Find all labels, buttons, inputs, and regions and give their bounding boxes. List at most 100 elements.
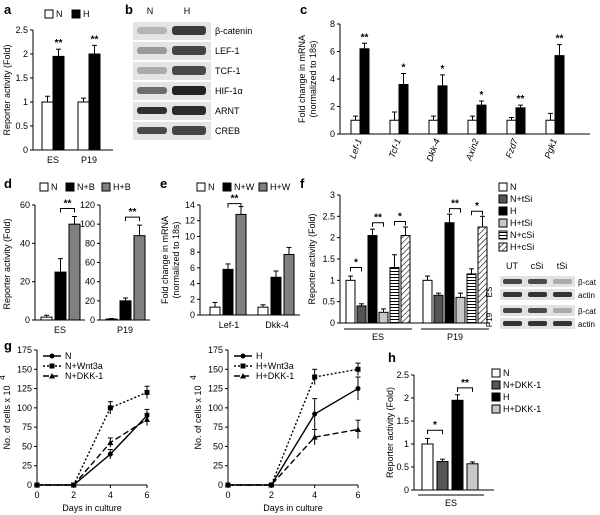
blot-band-N xyxy=(137,27,167,34)
legend-swatch xyxy=(498,194,508,204)
y-tick-label: 2.5 xyxy=(396,370,409,380)
panel-label-b: b xyxy=(125,2,133,17)
significance-ES: ** xyxy=(64,199,72,210)
significance-H: ** xyxy=(461,378,469,389)
y-tick-label: 1 xyxy=(23,97,28,107)
blot-band-H xyxy=(172,66,206,75)
bar-H+DKK-1 xyxy=(466,463,479,491)
blot-band xyxy=(503,292,522,297)
marker-N+DKK-1 xyxy=(70,482,77,488)
bar-N-Fzd7 xyxy=(506,119,517,135)
legend-swatch xyxy=(491,368,501,378)
panel-label-c: c xyxy=(300,2,307,17)
blot-row-label: LEF-1 xyxy=(215,46,240,56)
bar-N+tSi-ES xyxy=(356,305,367,324)
legend-H: H xyxy=(503,392,510,402)
y-tick-label: 125 xyxy=(208,384,223,394)
significance-bracket xyxy=(394,220,406,226)
bar-N-ES xyxy=(40,316,53,321)
blot-row-label: TCF-1 xyxy=(215,66,241,76)
bar-N-Dkk-4 xyxy=(257,306,269,316)
series-line-N+DKK-1 xyxy=(37,418,148,486)
blot-row-label: actin xyxy=(578,320,595,329)
bar-H+B-ES xyxy=(68,223,81,321)
y-axis-label: No. of cells x 10 xyxy=(193,385,203,449)
y-axis-label-units: (normalized to 18s) xyxy=(308,40,318,117)
y-tick-label: 1.5 xyxy=(396,416,409,426)
blot-band-N xyxy=(137,67,167,74)
x-tick-label: ES xyxy=(445,498,457,508)
x-tick-label: Lef-1 xyxy=(219,320,240,330)
x-axis-label: Days in culture xyxy=(62,503,122,513)
y-tick-label: 0 xyxy=(218,480,223,490)
marker-H xyxy=(355,386,361,392)
y-tick-label: 20 xyxy=(20,277,30,287)
blot-band xyxy=(503,279,522,284)
y-tick-label: 50 xyxy=(22,441,32,451)
legend-label-N+Wnt3a: N+Wnt3a xyxy=(65,361,103,371)
legend-swatch xyxy=(101,182,111,192)
legend-N: N xyxy=(510,182,517,192)
legend-swatch xyxy=(498,218,508,228)
y-tick-label: 8 xyxy=(330,19,335,29)
significance-Tcf-1: * xyxy=(402,63,406,74)
x-tick-label: 6 xyxy=(144,490,149,500)
y-tick-label: 0 xyxy=(27,480,32,490)
legend-N+cSi: N+cSi xyxy=(510,230,534,240)
series-line-N xyxy=(37,415,148,486)
y-tick-label: 2 xyxy=(190,294,195,304)
blot-band xyxy=(553,279,572,284)
blot-band xyxy=(528,292,547,297)
bar-H+W-Lef-1 xyxy=(235,213,247,316)
legend-marker xyxy=(49,363,55,369)
x-tick-label: Pgk1 xyxy=(542,137,558,160)
legend-swatch xyxy=(258,182,268,192)
legend-marker xyxy=(240,363,246,369)
y-tick-label: 0.5 xyxy=(322,297,335,307)
blot-band-N xyxy=(137,127,167,134)
legend-H+DKK-1: H+DKK-1 xyxy=(503,404,541,414)
bar-H+B-P19 xyxy=(133,235,146,321)
bar-N+cSi-ES xyxy=(389,267,400,324)
y-tick-label: 150 xyxy=(17,364,32,374)
legend-marker xyxy=(240,353,246,359)
blot-band-N xyxy=(137,87,167,94)
blot-band-N xyxy=(137,107,167,114)
y-tick-label: 10 xyxy=(185,231,195,241)
bar-N+B-ES xyxy=(54,271,67,321)
marker-N+DKK-1 xyxy=(144,416,150,422)
blot-band-H xyxy=(172,106,206,115)
x-tick-label: Tcf-1 xyxy=(387,137,403,159)
x-axis-label: Days in culture xyxy=(263,503,323,513)
bar-H-Pgk1 xyxy=(554,55,565,135)
bar-H-Fzd7 xyxy=(515,107,526,135)
x-tick-label: P19 xyxy=(117,325,133,335)
blot-row-label: β-catenin xyxy=(215,26,252,36)
bar-H-P19 xyxy=(88,53,101,151)
y-tick-label: 6 xyxy=(330,47,335,57)
x-tick-label: 4 xyxy=(312,490,317,500)
y-tick-label: 3 xyxy=(330,190,335,200)
y-tick-label: 1 xyxy=(330,275,335,285)
y-axis-label: Reporter activity (Fold) xyxy=(2,44,12,135)
significance-ES-cSi: * xyxy=(398,211,402,222)
significance-P19-H: ** xyxy=(451,199,459,210)
bar-H+W-Dkk-4 xyxy=(283,254,295,316)
blot-band xyxy=(528,308,547,313)
blot-band-H xyxy=(172,46,206,55)
y-axis-label: Reporter activity (Fold) xyxy=(307,213,317,304)
y-tick-label: 0.5 xyxy=(396,462,409,472)
significance-ES-H: ** xyxy=(374,213,382,224)
y-tick-label: 40 xyxy=(20,238,30,248)
legend-N: N xyxy=(56,9,63,19)
legend-N+B: N+B xyxy=(77,182,95,192)
legend-label-N+DKK-1: N+DKK-1 xyxy=(65,371,103,381)
panel-label-f: f xyxy=(300,176,305,191)
blot-row-label: CREB xyxy=(215,126,240,136)
x-tick-label: 2 xyxy=(269,490,274,500)
bar-H-Tcf-1 xyxy=(398,84,409,135)
marker-N+Wnt3a xyxy=(107,405,113,411)
blot-row-label: β-cat xyxy=(578,278,597,287)
